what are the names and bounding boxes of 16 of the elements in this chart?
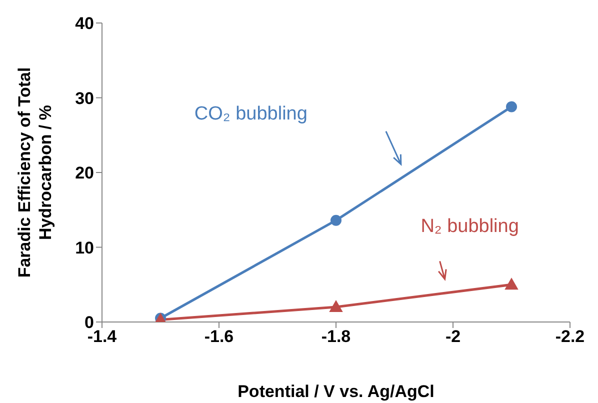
x-tick-label: -2 bbox=[445, 327, 461, 346]
x-tick-label: -1.6 bbox=[204, 327, 234, 346]
y-tick-label: 30 bbox=[75, 88, 94, 108]
x-tick-label: -1.8 bbox=[321, 327, 351, 346]
y-tick-label: 40 bbox=[75, 14, 94, 34]
y-tick-label: 10 bbox=[75, 238, 94, 258]
y-axis-title: Faradic Efficiency of Total Hydrocarbon / % bbox=[15, 67, 55, 278]
x-axis-title: Potential / V vs. Ag/AgCl bbox=[238, 382, 434, 401]
point bbox=[330, 300, 342, 312]
text: N₂ bubbling bbox=[420, 216, 519, 238]
text: CO₂ bubbling bbox=[194, 103, 308, 124]
point bbox=[505, 278, 518, 290]
y-tick-label: 20 bbox=[75, 164, 94, 183]
point bbox=[330, 214, 342, 226]
point bbox=[506, 101, 517, 112]
x-tick-label: -2.2 bbox=[555, 327, 585, 346]
